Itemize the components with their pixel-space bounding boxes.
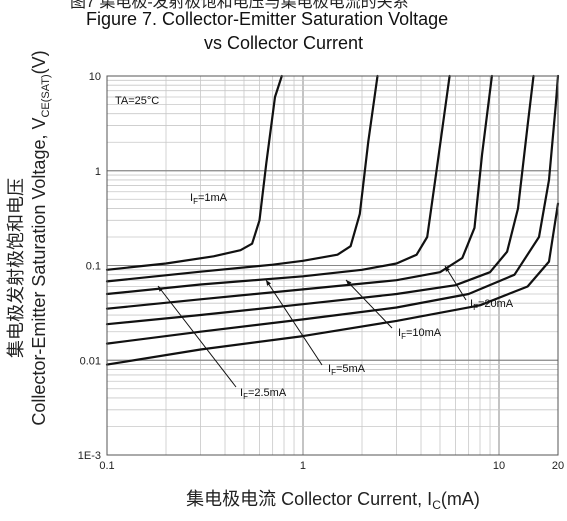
plot-frame	[106, 75, 559, 456]
x-tick-label: 10	[493, 460, 505, 472]
grid	[106, 75, 559, 456]
label-leader	[265, 279, 323, 366]
label-arrowhead	[266, 280, 271, 286]
series-line	[105, 74, 379, 283]
series-layer	[105, 74, 560, 366]
chart-title-line2: vs Collector Current	[204, 33, 364, 53]
y-tick-label: 0.01	[80, 355, 101, 367]
label-arrowhead	[346, 280, 352, 286]
label-arrowhead	[158, 286, 164, 292]
series-line	[105, 74, 560, 345]
label-arrowhead	[445, 266, 450, 272]
axis-layer: 0.1 1 10 20 10 1 0.1 0.01 1E-3 集电极电流 Collector Cu…	[6, 50, 564, 512]
chart-title-cn: 图7 集电极-发射极饱和电压与集电极电流的关系	[70, 0, 409, 11]
label-leader	[157, 285, 237, 388]
series-label: IF=10mA	[398, 327, 442, 341]
label-leader	[444, 265, 467, 301]
series-label: IF=5mA	[328, 363, 366, 377]
y-tick-label: 10	[89, 71, 101, 83]
y-tick-label: 1E-3	[78, 450, 101, 462]
y-tick-label: 1	[95, 166, 101, 178]
y-axis-title-cn: 集电极发射极饱和电压	[6, 178, 26, 358]
series-line	[105, 74, 535, 326]
y-tick-label: 0.1	[86, 261, 101, 273]
x-axis-title: 集电极电流 Collector Current, IC(mA)	[186, 489, 480, 512]
y-axis-title: Collector-Emitter Saturation Voltage, VC…	[29, 50, 52, 425]
series-line	[105, 202, 560, 366]
series-line	[105, 74, 493, 310]
label-layer: TA=25°C IF=1mA IF=2.5mA IF=5mA IF=10mA IF=20m…	[115, 95, 514, 401]
series-label: IF=20mA	[470, 298, 514, 312]
label-leader	[345, 279, 393, 329]
x-tick-label: 1	[300, 460, 306, 472]
chart-title-line1: Figure 7. Collector-Emitter Saturation V…	[86, 9, 449, 29]
series-line	[105, 74, 283, 271]
temperature-annotation: TA=25°C	[115, 95, 159, 107]
x-tick-label: 0.1	[99, 460, 114, 472]
x-tick-label: 20	[552, 460, 564, 472]
series-line	[105, 74, 451, 296]
series-label: IF=2.5mA	[240, 387, 287, 401]
series-label: IF=1mA	[190, 192, 228, 206]
